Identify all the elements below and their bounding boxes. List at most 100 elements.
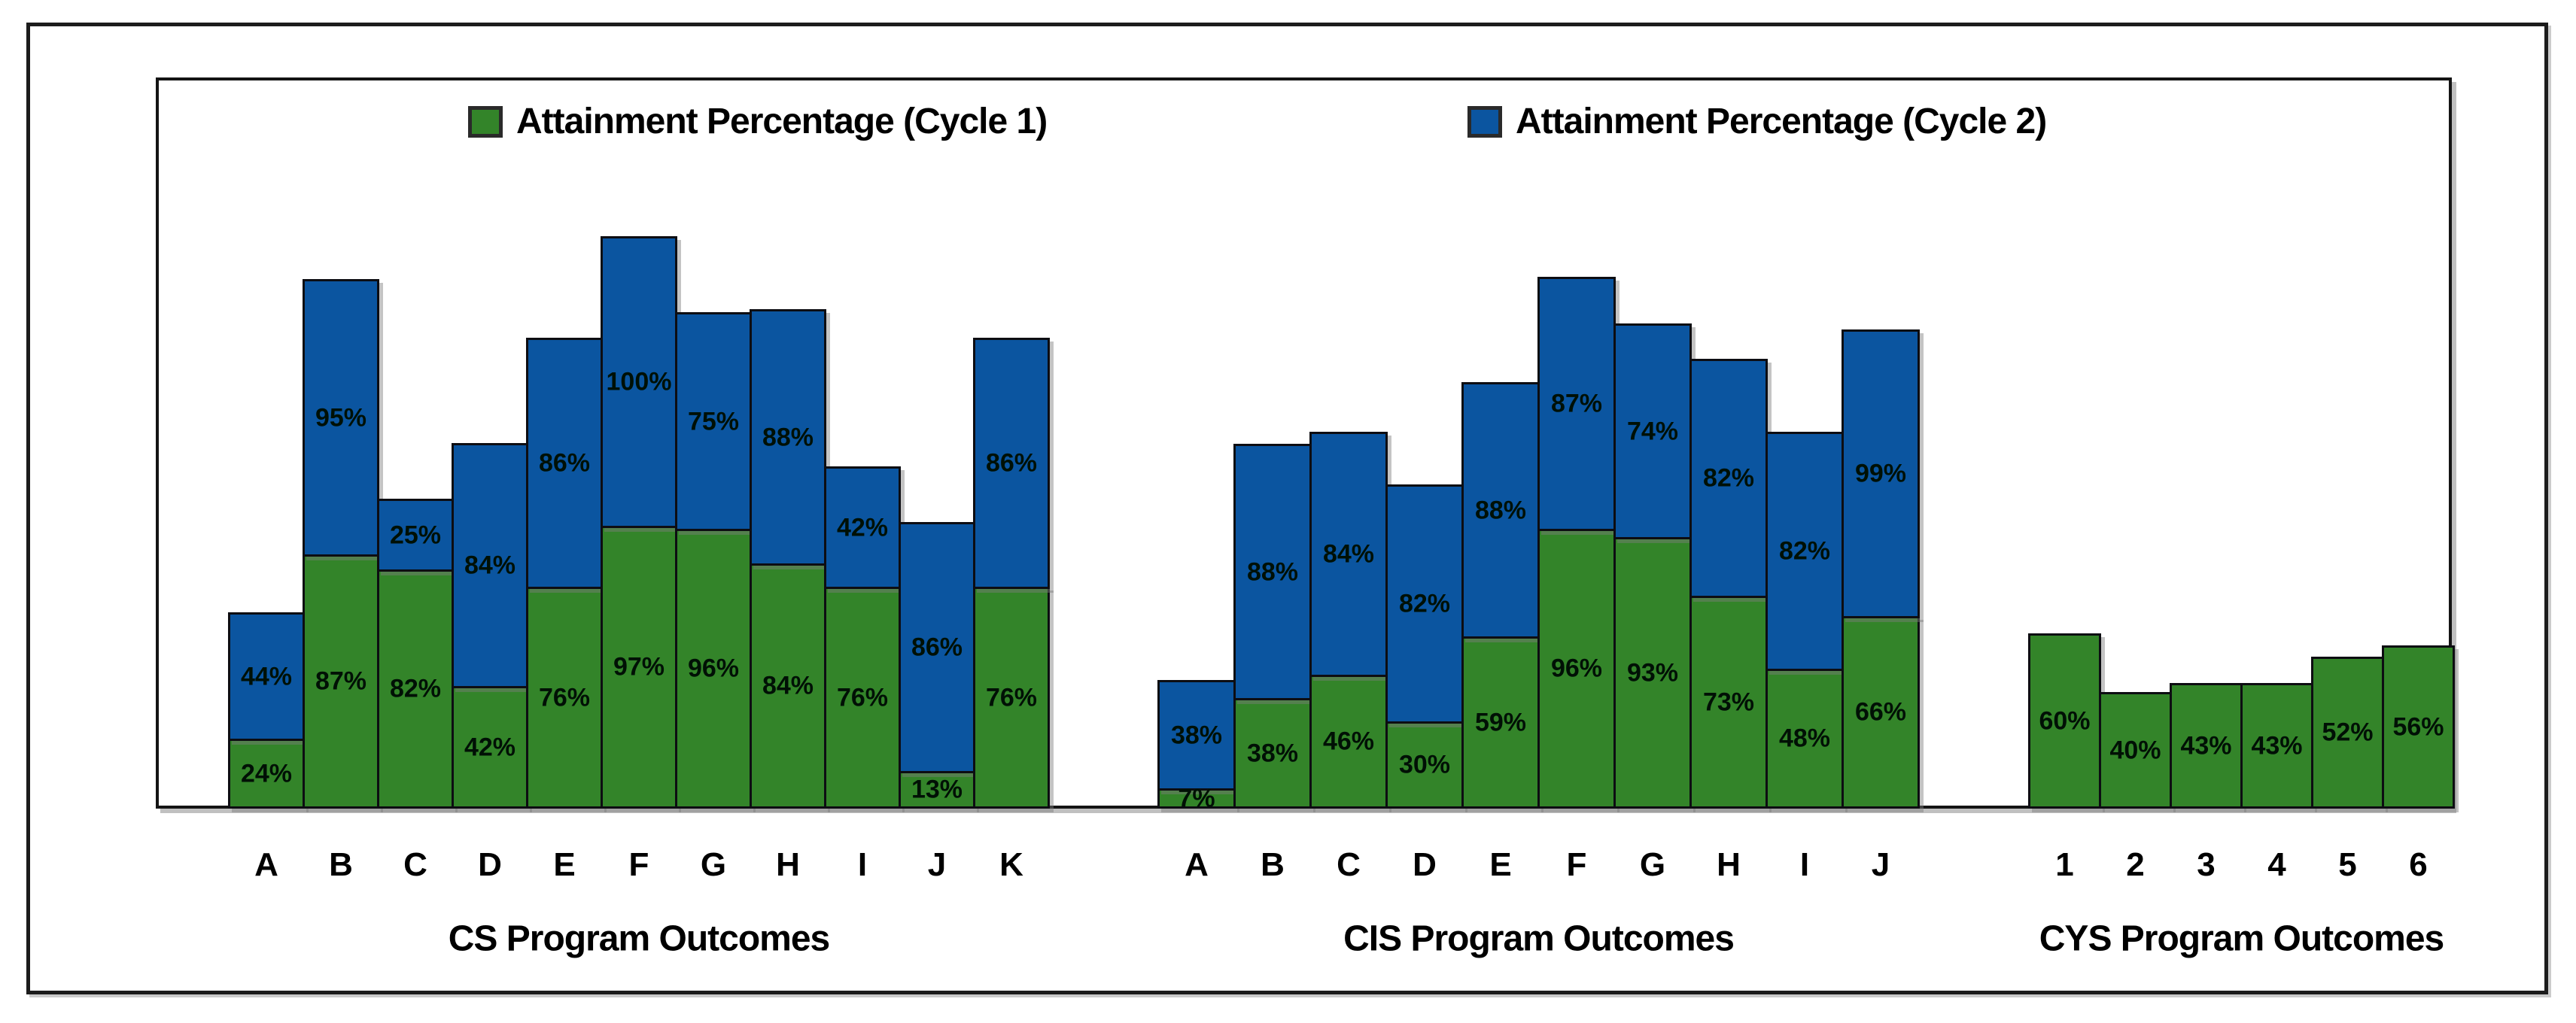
bar-value-label-cycle1: 96%: [687, 654, 740, 683]
axis-category-label: 2: [2126, 846, 2145, 883]
bar-value-label-cycle2: 99%: [1854, 459, 1907, 488]
bar-value-label-cycle2: 88%: [762, 423, 814, 451]
bar-segment-cycle1: [1613, 537, 1692, 809]
axis-category-label: A: [1185, 846, 1209, 883]
bar-segment-cycle1: [1537, 529, 1616, 809]
bar-value-label-cycle1: 42%: [464, 733, 516, 761]
legend-label-cycle2: Attainment Percentage (Cycle 2): [1516, 102, 2047, 141]
axis-category-label: H: [1717, 846, 1741, 883]
bar-value-label-cycle2: 44%: [240, 662, 293, 691]
axis-category-label: 4: [2267, 846, 2286, 883]
axis-category-label: B: [329, 846, 353, 883]
bar-value-label-cycle1: 13%: [911, 775, 963, 804]
bar-value-label-cycle1: 73%: [1702, 688, 1755, 716]
bar-value-label-cycle1: 93%: [1626, 658, 1679, 687]
bar-value-label-cycle2: 82%: [1702, 463, 1755, 493]
bar-segment-cycle1: [2240, 683, 2313, 809]
bar-value-label-cycle1: 76%: [836, 683, 889, 712]
axis-category-label: F: [1566, 846, 1587, 883]
group-axis-title: CIS Program Outcomes: [1343, 918, 1735, 959]
axis-category-label: E: [1489, 846, 1512, 883]
bar-value-label-cycle2: 88%: [1246, 557, 1299, 586]
axis-category-label: I: [857, 846, 868, 883]
bar-value-label-cycle1: 38%: [1246, 739, 1299, 767]
bar-value-label-cycle2: 42%: [836, 513, 889, 542]
axis-category-label: 5: [2338, 846, 2357, 883]
axis-category-label: 1: [2055, 846, 2074, 883]
axis-category-label: F: [628, 846, 649, 883]
bar-value-label-cycle1: 43%: [2251, 731, 2303, 760]
legend-swatch-cycle2-icon: [1467, 105, 1502, 138]
axis-category-label: G: [1639, 846, 1666, 883]
bar-value-label-cycle2: 38%: [1170, 721, 1223, 749]
bar-segment-cycle1: [1461, 636, 1540, 809]
bar-value-label-cycle1: 48%: [1778, 724, 1831, 753]
bar-segment-cycle2: [526, 338, 603, 589]
bar-value-label-cycle2: 86%: [985, 448, 1038, 478]
bar-value-label-cycle1: 52%: [2322, 718, 2374, 747]
bar-value-label-cycle2: 82%: [1398, 589, 1451, 618]
bar-value-label-cycle1: 96%: [1550, 654, 1603, 683]
group-axis-title: CS Program Outcomes: [448, 918, 830, 959]
bar-segment-cycle1: [452, 686, 528, 809]
bar-value-label-cycle2: 25%: [389, 521, 442, 549]
bar-segment-cycle1: [601, 526, 677, 809]
bar-segment-cycle2: [1461, 382, 1540, 639]
axis-category-label: G: [700, 846, 727, 883]
bar-value-label-cycle1: 60%: [2039, 706, 2091, 735]
axis-category-label: C: [403, 846, 427, 883]
bar-segment-cycle1: [1233, 698, 1312, 809]
legend-item-cycle1: Attainment Percentage (Cycle 1): [468, 101, 1048, 142]
bar-segment-cycle2: [1309, 432, 1388, 677]
bar-value-label-cycle2: 84%: [464, 551, 516, 580]
legend-item-cycle2: Attainment Percentage (Cycle 2): [1467, 101, 2047, 142]
bar-value-label-cycle2: 87%: [1550, 389, 1603, 418]
bar-segment-cycle1: [526, 587, 603, 809]
bar-segment-cycle1: [675, 529, 752, 809]
bar-value-label-cycle1: 43%: [2180, 731, 2232, 760]
bar-segment-cycle2: [1765, 432, 1844, 671]
bar-value-label-cycle2: 82%: [1778, 536, 1831, 566]
bar-value-label-cycle2: 95%: [315, 403, 367, 432]
legend-label-cycle1: Attainment Percentage (Cycle 1): [516, 102, 1048, 141]
bar-segment-cycle2: [973, 338, 1050, 589]
bar-value-label-cycle2: 74%: [1626, 417, 1679, 445]
bar-value-label-cycle1: 40%: [2109, 736, 2161, 764]
bar-value-label-cycle1: 76%: [538, 683, 591, 712]
bar-value-label-cycle2: 100%: [606, 367, 672, 396]
bar-value-label-cycle1: 59%: [1474, 708, 1527, 736]
bar-value-label-cycle1: 46%: [1322, 727, 1375, 756]
bar-segment-cycle1: [2028, 633, 2101, 809]
bar-value-label-cycle2: 84%: [1322, 539, 1375, 569]
axis-category-label: C: [1337, 846, 1361, 883]
bar-segment-cycle1: [303, 554, 379, 809]
bar-value-label-cycle1: 24%: [240, 759, 293, 788]
bar-value-label-cycle2: 88%: [1474, 496, 1527, 524]
group-axis-title: CYS Program Outcomes: [2039, 918, 2444, 959]
bar-segment-cycle2: [1842, 329, 1920, 618]
bar-value-label-cycle1: 97%: [613, 652, 665, 681]
bar-value-label-cycle1: 7%: [1178, 784, 1215, 812]
bar-segment-cycle1: [2382, 645, 2455, 809]
axis-category-label: J: [1871, 846, 1890, 883]
bar-value-label-cycle1: 66%: [1854, 697, 1907, 727]
axis-category-label: 3: [2197, 846, 2216, 883]
bar-value-label-cycle1: 87%: [315, 666, 367, 696]
bar-value-label-cycle2: 86%: [538, 448, 591, 478]
bar-value-label-cycle1: 30%: [1398, 750, 1451, 779]
bar-segment-cycle1: [377, 569, 454, 809]
bar-segment-cycle2: [750, 309, 826, 566]
axis-category-label: D: [1413, 846, 1437, 883]
bar-value-label-cycle2: 86%: [911, 633, 963, 662]
axis-category-label: J: [927, 846, 947, 883]
bar-value-label-cycle1: 84%: [762, 671, 814, 700]
axis-category-label: E: [553, 846, 576, 883]
bar-segment-cycle1: [973, 587, 1050, 809]
legend-swatch-cycle1-icon: [468, 105, 503, 138]
chart-outer-frame: [26, 23, 2548, 994]
bar-segment-cycle1: [2099, 692, 2172, 809]
axis-category-label: K: [999, 846, 1023, 883]
axis-category-label: I: [1799, 846, 1810, 883]
bar-value-label-cycle1: 82%: [389, 674, 442, 703]
